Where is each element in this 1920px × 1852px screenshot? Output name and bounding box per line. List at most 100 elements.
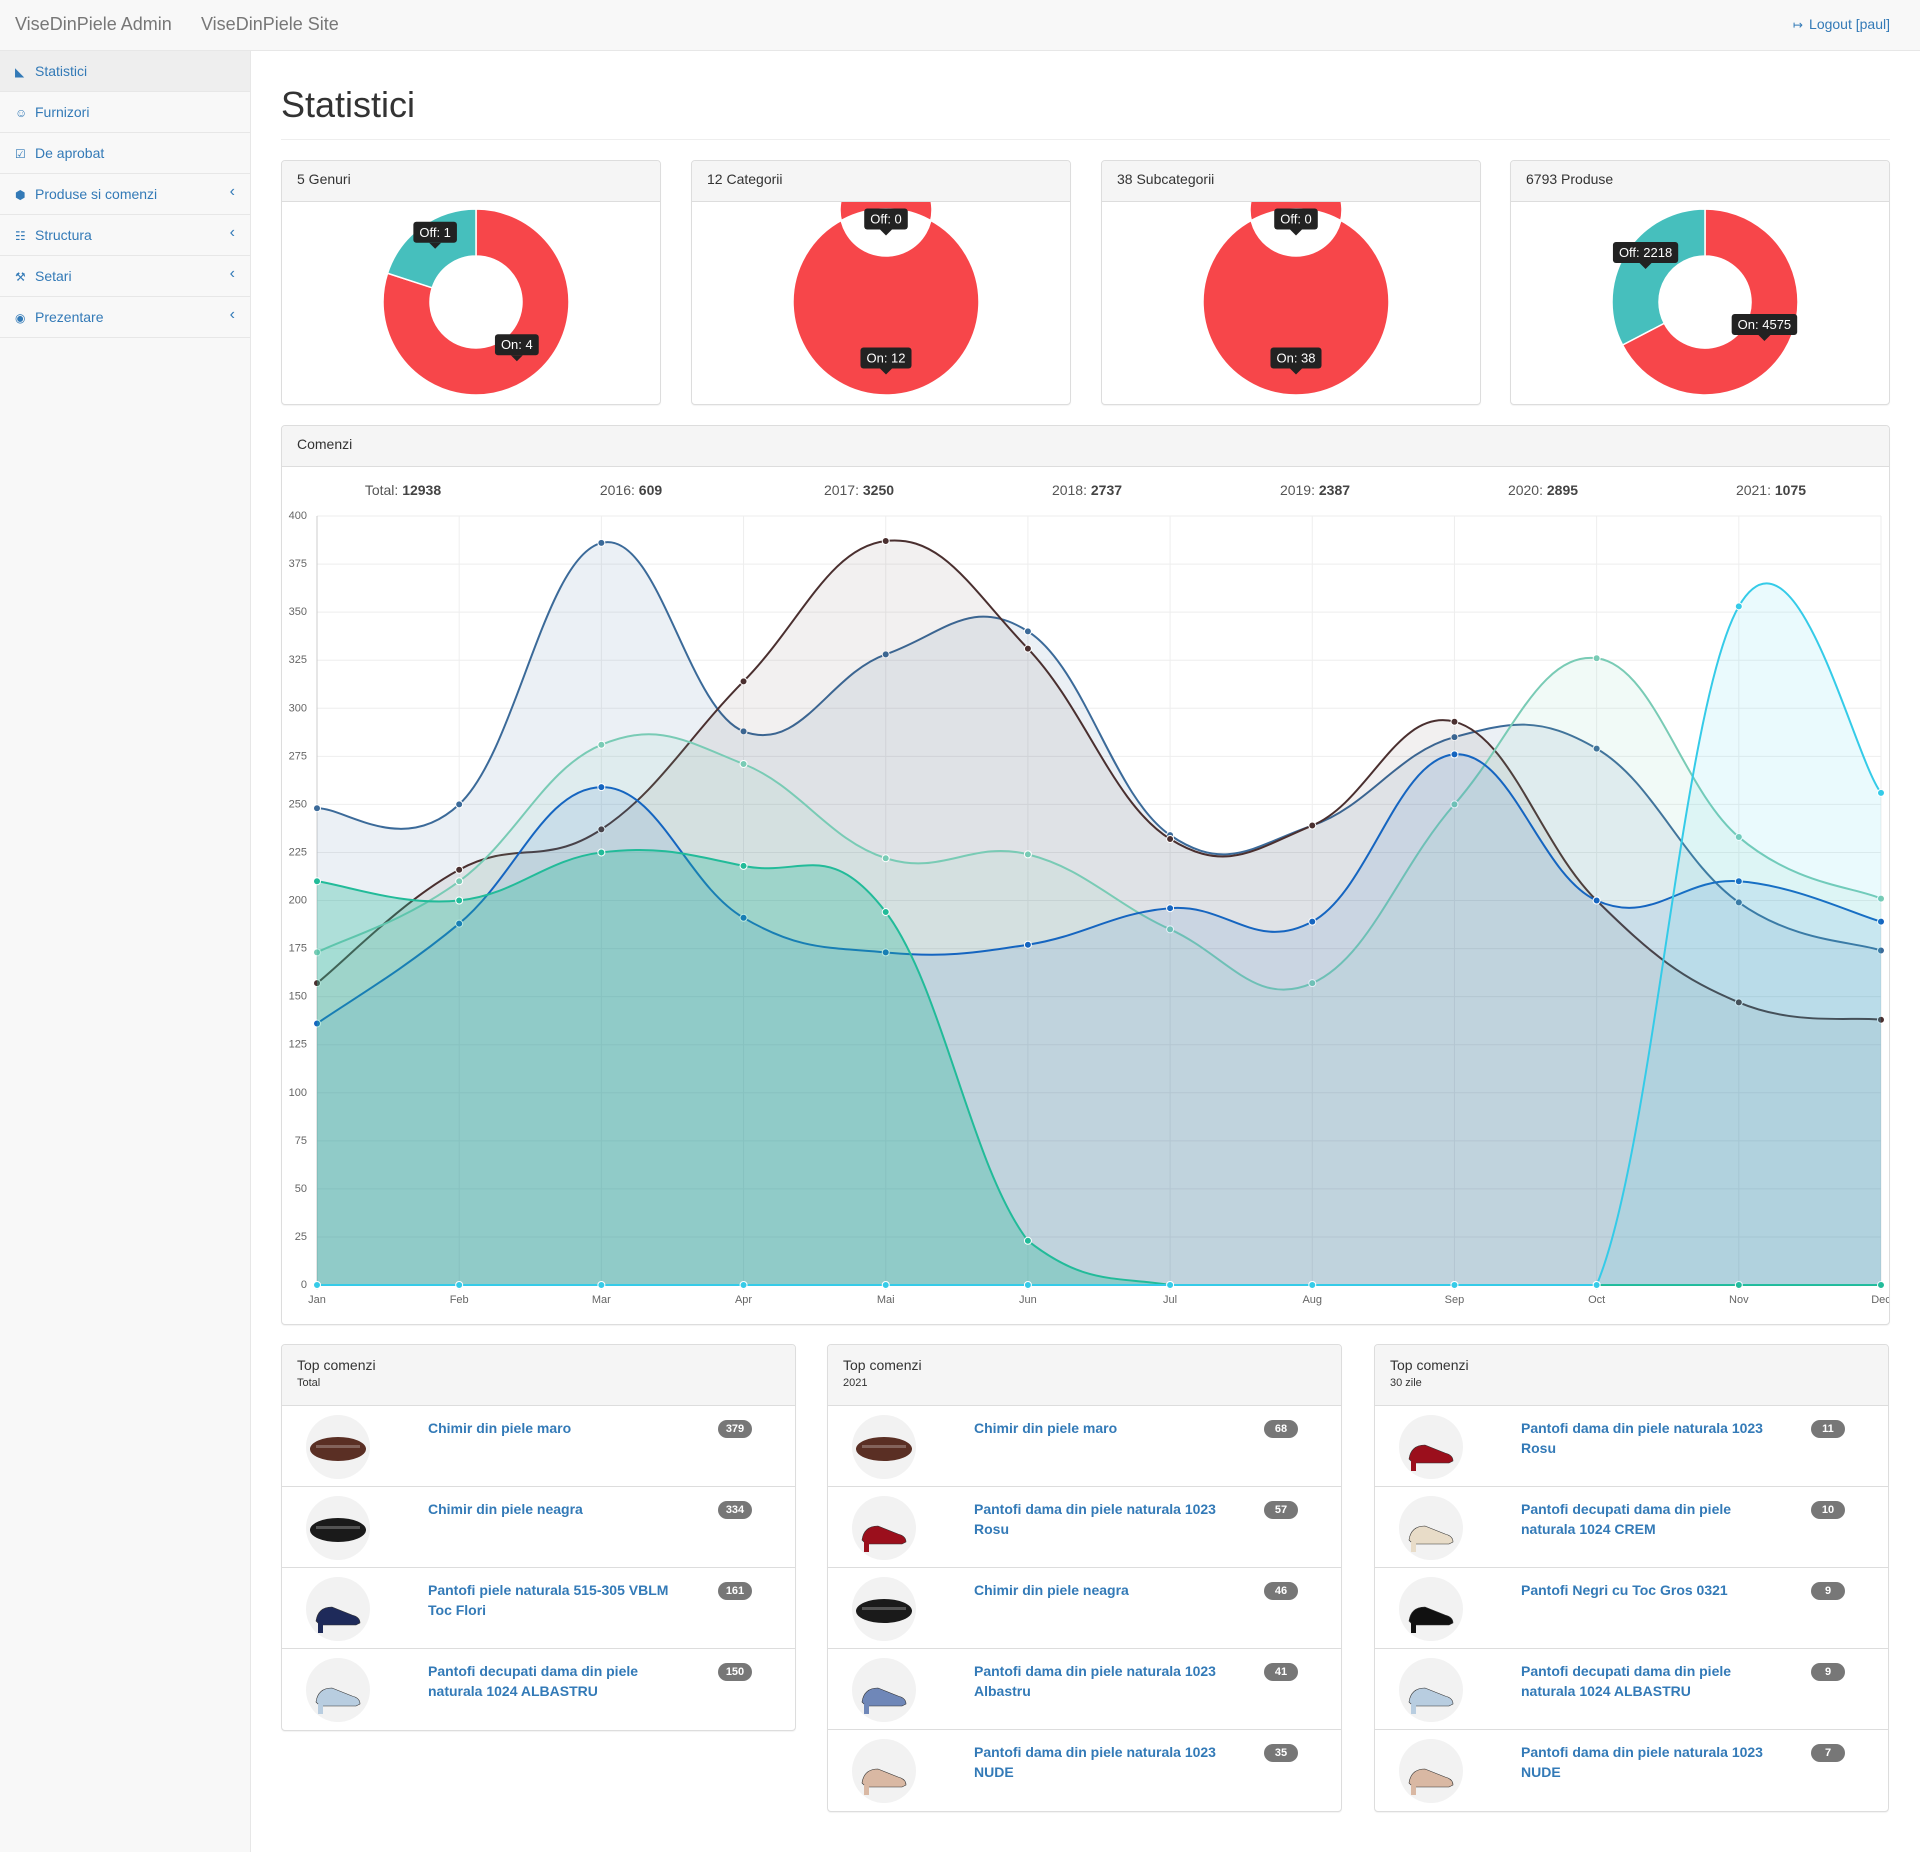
- product-link[interactable]: Chimir din piele neagra: [974, 1582, 1129, 1598]
- series-point[interactable]: [313, 979, 321, 988]
- product-link[interactable]: Pantofi dama din piele naturala 1023 NUD…: [974, 1744, 1216, 1780]
- series-point[interactable]: [1166, 834, 1175, 843]
- series-point[interactable]: [597, 848, 606, 857]
- product-link[interactable]: Pantofi dama din piele naturala 1023 Ros…: [974, 1501, 1216, 1537]
- donut-slice-off[interactable]: [386, 208, 477, 289]
- product-thumbnail[interactable]: [852, 1739, 916, 1803]
- series-point[interactable]: [739, 861, 748, 870]
- series-point[interactable]: [1023, 940, 1032, 949]
- product-thumbnail[interactable]: [852, 1415, 916, 1479]
- series-point[interactable]: [313, 804, 321, 813]
- donut-slice-off[interactable]: [1611, 208, 1706, 347]
- series-point[interactable]: [597, 740, 606, 749]
- product-thumbnail[interactable]: [1399, 1496, 1463, 1560]
- series-point[interactable]: [881, 948, 890, 957]
- series-point[interactable]: [597, 1281, 606, 1289]
- series-point[interactable]: [1877, 917, 1885, 926]
- sidebar-item-produse-si-comenzi[interactable]: ⬢ Produse si comenzi ‹: [0, 174, 250, 215]
- product-link[interactable]: Chimir din piele neagra: [428, 1501, 583, 1517]
- series-point[interactable]: [881, 650, 890, 659]
- series-point[interactable]: [1592, 896, 1601, 905]
- product-thumbnail[interactable]: [852, 1496, 916, 1560]
- series-point[interactable]: [1734, 898, 1743, 907]
- series-point[interactable]: [1734, 998, 1743, 1007]
- sidebar-item-de-aprobat[interactable]: ☑ De aprobat: [0, 133, 250, 174]
- product-thumbnail[interactable]: [1399, 1415, 1463, 1479]
- product-thumbnail[interactable]: [1399, 1658, 1463, 1722]
- series-point[interactable]: [455, 919, 464, 928]
- series-point[interactable]: [455, 896, 464, 905]
- series-point[interactable]: [1308, 821, 1317, 830]
- donut-slice-on[interactable]: [1621, 208, 1799, 396]
- product-link[interactable]: Pantofi decupati dama din piele naturala…: [1521, 1501, 1732, 1537]
- series-point[interactable]: [1877, 946, 1885, 955]
- series-point[interactable]: [881, 1281, 890, 1289]
- series-point[interactable]: [1734, 877, 1743, 886]
- series-point[interactable]: [1166, 904, 1175, 913]
- series-point[interactable]: [1877, 788, 1885, 797]
- sidebar-item-setari[interactable]: ⚒ Setari ‹: [0, 256, 250, 297]
- series-point[interactable]: [739, 760, 748, 769]
- sidebar-item-furnizori[interactable]: ☺ Furnizori: [0, 92, 250, 133]
- product-link[interactable]: Pantofi decupati dama din piele naturala…: [428, 1663, 639, 1699]
- series-point[interactable]: [1592, 1281, 1601, 1289]
- series-point[interactable]: [739, 677, 748, 686]
- series-point[interactable]: [1450, 717, 1459, 726]
- product-thumbnail[interactable]: [852, 1658, 916, 1722]
- series-point[interactable]: [597, 783, 606, 792]
- product-thumbnail[interactable]: [306, 1415, 370, 1479]
- brand-admin-link[interactable]: ViseDinPiele Admin: [15, 14, 172, 34]
- brand-site-link[interactable]: ViseDinPiele Site: [201, 14, 339, 34]
- series-point[interactable]: [313, 1019, 321, 1028]
- product-thumbnail[interactable]: [1399, 1739, 1463, 1803]
- series-point[interactable]: [455, 877, 464, 886]
- product-thumbnail[interactable]: [306, 1658, 370, 1722]
- series-point[interactable]: [597, 825, 606, 834]
- product-link[interactable]: Chimir din piele maro: [974, 1420, 1118, 1436]
- series-point[interactable]: [1308, 979, 1317, 988]
- product-link[interactable]: Pantofi Negri cu Toc Gros 0321: [1521, 1582, 1728, 1598]
- series-point[interactable]: [881, 908, 890, 917]
- product-thumbnail[interactable]: [852, 1577, 916, 1641]
- series-point[interactable]: [1023, 850, 1032, 859]
- series-point[interactable]: [1450, 750, 1459, 759]
- series-point[interactable]: [313, 948, 321, 957]
- sidebar-item-structura[interactable]: ☷ Structura ‹: [0, 215, 250, 256]
- series-point[interactable]: [1023, 1236, 1032, 1245]
- series-point[interactable]: [455, 1281, 464, 1289]
- product-link[interactable]: Pantofi piele naturala 515-305 VBLM Toc …: [428, 1582, 669, 1618]
- sidebar-item-statistici[interactable]: ◣ Statistici: [0, 51, 250, 92]
- series-point[interactable]: [455, 865, 464, 874]
- sidebar-item-prezentare[interactable]: ◉ Prezentare ‹: [0, 297, 250, 338]
- series-point[interactable]: [1734, 602, 1743, 611]
- product-link[interactable]: Pantofi dama din piele naturala 1023 Alb…: [974, 1663, 1216, 1699]
- series-point[interactable]: [739, 727, 748, 736]
- product-link[interactable]: Pantofi decupati dama din piele naturala…: [1521, 1663, 1732, 1699]
- series-point[interactable]: [739, 1281, 748, 1289]
- series-point[interactable]: [1592, 744, 1601, 753]
- product-thumbnail[interactable]: [1399, 1577, 1463, 1641]
- donut-slice-on[interactable]: [792, 202, 980, 396]
- series-point[interactable]: [1592, 654, 1601, 663]
- series-point[interactable]: [739, 913, 748, 922]
- series-point[interactable]: [881, 854, 890, 863]
- series-point[interactable]: [1308, 917, 1317, 926]
- series-point[interactable]: [313, 877, 321, 886]
- product-link[interactable]: Pantofi dama din piele naturala 1023 NUD…: [1521, 1744, 1763, 1780]
- series-point[interactable]: [881, 536, 890, 545]
- series-point[interactable]: [1450, 733, 1459, 742]
- series-point[interactable]: [597, 538, 606, 547]
- series-point[interactable]: [1734, 833, 1743, 842]
- product-thumbnail[interactable]: [306, 1577, 370, 1641]
- product-link[interactable]: Chimir din piele maro: [428, 1420, 572, 1436]
- series-point[interactable]: [455, 800, 464, 809]
- series-point[interactable]: [1877, 1015, 1885, 1024]
- product-link[interactable]: Pantofi dama din piele naturala 1023 Ros…: [1521, 1420, 1763, 1456]
- series-point[interactable]: [1308, 1281, 1317, 1289]
- product-thumbnail[interactable]: [306, 1496, 370, 1560]
- series-point[interactable]: [1450, 800, 1459, 809]
- series-point[interactable]: [1450, 1281, 1459, 1289]
- series-point[interactable]: [1877, 894, 1885, 903]
- logout-link[interactable]: ↦ Logout [paul]: [1793, 16, 1890, 32]
- series-point[interactable]: [1734, 1281, 1743, 1289]
